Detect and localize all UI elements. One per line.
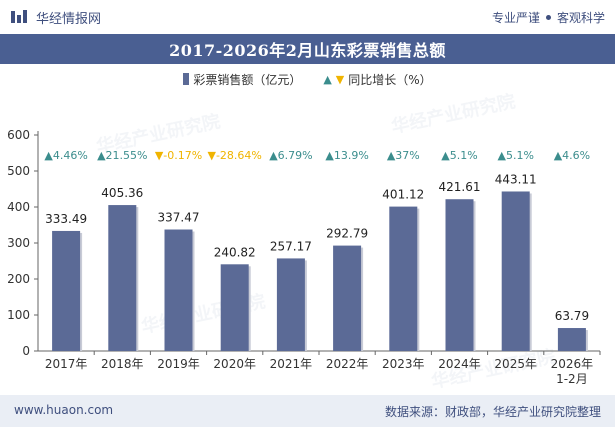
growth-label: ▲5.1%	[497, 149, 533, 162]
tagline-right: 客观科学	[556, 10, 605, 25]
bar[interactable]	[52, 230, 81, 351]
data-label: 257.17	[270, 239, 312, 253]
bar-chart: 0 100 200 300 400 500 600 333.49 ▲4.46% 2017年 405.…	[7, 128, 601, 386]
bar[interactable]	[164, 229, 193, 351]
data-label: 292.79	[326, 227, 368, 241]
legend-bar-swatch-icon	[183, 73, 190, 85]
brand-name: 华经情报网	[36, 11, 102, 27]
chart-title: 2017-2026年2月山东彩票销售总额	[169, 41, 446, 60]
bar[interactable]	[276, 258, 305, 351]
brand[interactable]: 华经情报网	[10, 8, 102, 27]
tagline-left: 专业严谨	[491, 10, 540, 25]
growth-label: ▲21.55%	[97, 149, 147, 162]
title-bar: 2017-2026年2月山东彩票销售总额	[0, 34, 615, 64]
y-tick-label: 400	[7, 200, 30, 214]
y-tick-label: 500	[7, 164, 30, 178]
bar[interactable]	[501, 191, 530, 351]
x-tick-label: 2018年	[101, 357, 144, 371]
x-tick-label: 2022年	[326, 357, 369, 371]
x-tick-label: 2017年	[45, 357, 88, 371]
brand-logo-icon	[11, 10, 27, 23]
growth-label: ▲5.1%	[441, 149, 477, 162]
data-label: 421.61	[439, 180, 481, 194]
legend-item-growth[interactable]: ▲ ▼ 同比增长（%）	[323, 71, 431, 88]
x-tick-label: 2026年	[551, 357, 594, 371]
growth-label: ▲37%	[387, 149, 420, 162]
growth-label: ▲4.46%	[44, 149, 87, 162]
bar[interactable]	[333, 245, 362, 351]
data-label: 401.12	[382, 188, 424, 202]
legend-item-sales[interactable]: 彩票销售额（亿元）	[183, 71, 301, 88]
separator-dot-icon	[545, 14, 551, 20]
triangle-up-icon: ▲	[323, 72, 332, 86]
bar[interactable]	[557, 328, 586, 351]
bar[interactable]	[220, 264, 249, 351]
y-tick-label: 300	[7, 236, 30, 250]
footer-source: 数据来源：财政部，华经产业研究院整理	[384, 405, 601, 419]
y-tick-label: 0	[22, 344, 30, 358]
x-tick-label: 2020年	[213, 357, 256, 371]
bar[interactable]	[108, 205, 137, 351]
footer: www.huaon.com 数据来源：财政部，华经产业研究院整理	[0, 395, 615, 427]
x-tick-label: 2021年	[270, 357, 313, 371]
growth-label: ▼-0.17%	[155, 149, 202, 162]
x-tick-label: 2019年	[157, 357, 200, 371]
y-tick-label: 100	[7, 308, 30, 322]
legend-label-growth: 同比增长（%）	[348, 72, 432, 87]
data-label: 240.82	[214, 245, 256, 259]
legend-label-sales: 彩票销售额（亿元）	[193, 72, 302, 87]
data-label: 443.11	[495, 172, 537, 186]
x-tick-label: 2024年	[438, 357, 481, 371]
bar[interactable]	[445, 199, 474, 351]
triangle-down-icon: ▼	[335, 72, 345, 86]
growth-label: ▲13.9%	[325, 149, 368, 162]
x-tick-label: 2023年	[382, 357, 425, 371]
y-tick-label: 200	[7, 272, 30, 286]
x-tick-label: 2025年	[494, 357, 537, 371]
bar[interactable]	[389, 206, 418, 351]
data-label: 333.49	[45, 212, 87, 226]
chart-legend: 彩票销售额（亿元） ▲ ▼ 同比增长（%）	[0, 70, 615, 88]
footer-website[interactable]: www.huaon.com	[14, 403, 114, 417]
growth-label: ▲4.6%	[554, 149, 590, 162]
tagline: 专业严谨 客观科学	[492, 8, 605, 26]
y-tick-label: 600	[7, 128, 30, 142]
data-label: 337.47	[158, 211, 200, 225]
growth-label: ▼-28.64%	[208, 149, 262, 162]
top-bar: 华经情报网 专业严谨 客观科学	[0, 0, 615, 34]
x-tick-label: 1-2月	[556, 372, 588, 386]
growth-label: ▲6.79%	[269, 149, 312, 162]
data-label: 63.79	[555, 309, 589, 323]
data-label: 405.36	[101, 186, 143, 200]
